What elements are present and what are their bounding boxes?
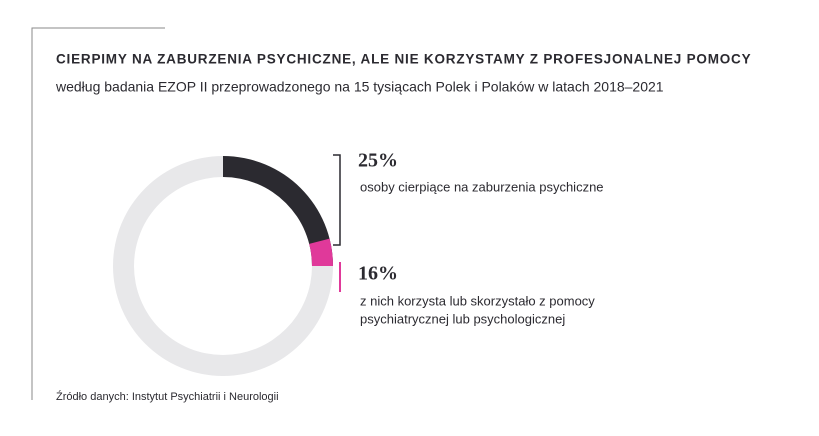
value-label: 16% (358, 263, 398, 285)
source: Źródło danych: Instytut Psychiatrii i Ne… (56, 390, 279, 403)
chart-subtitle: według badania EZOP II przeprowadzonego … (55, 79, 664, 95)
frame-corner (31, 27, 165, 400)
description: osoby cierpiące na zaburzenia psychiczne (360, 179, 604, 194)
chart-title: CIERPIMY NA ZABURZENIA PSYCHICZNE, ALE N… (56, 52, 751, 67)
bracket (333, 154, 341, 246)
donut-segment (309, 238, 333, 266)
value-label: 25% (358, 150, 398, 172)
description: psychiatrycznej lub psychologicznej (360, 311, 565, 326)
description: z nich korzysta lub skorzystało z pomocy (360, 293, 595, 308)
